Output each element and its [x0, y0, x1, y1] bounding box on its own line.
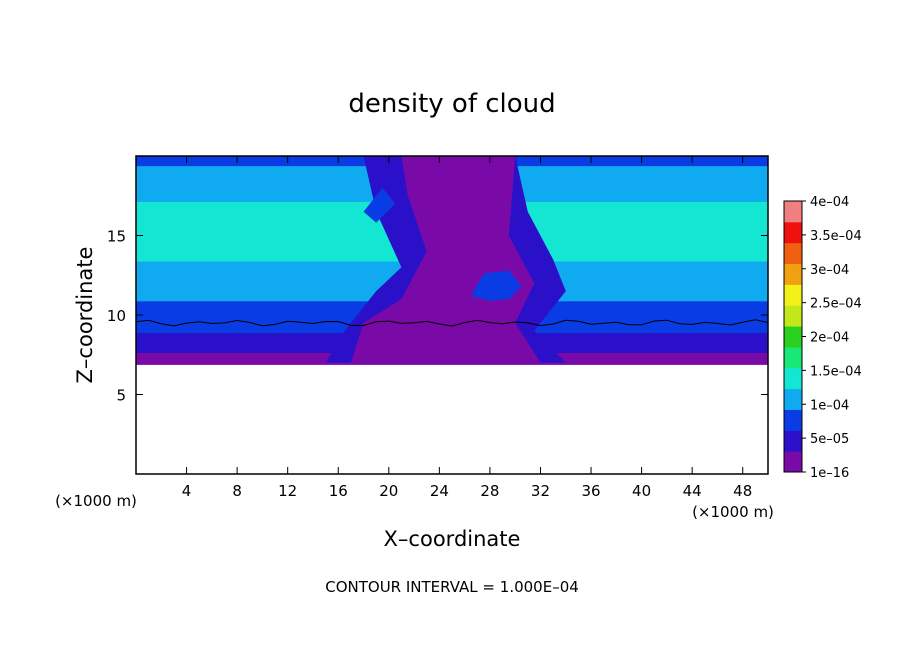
plot-area: [136, 156, 768, 365]
y-tick-label: 10: [107, 307, 126, 325]
colorbar-swatch: [784, 201, 802, 223]
y-axis: 5 10 15: [107, 228, 768, 405]
convective-column: [325, 156, 566, 363]
storm-eddy: [471, 270, 522, 301]
colorbar-label: 2e–04: [810, 331, 849, 346]
colorbar-label: 3.5e–04: [810, 229, 862, 244]
contour-line: [136, 319, 768, 327]
x-tick-label: 44: [683, 482, 702, 500]
colorbar-label: 1e–16: [810, 466, 849, 481]
x-tick-label: 32: [531, 482, 550, 500]
x-tick-label: 48: [733, 482, 752, 500]
x-tick-label: 24: [430, 482, 449, 500]
colorbar-label: 1.5e–04: [810, 364, 862, 379]
x-tick-label: 4: [182, 482, 192, 500]
y-tick-label: 5: [116, 387, 126, 405]
colorbar-swatch: [784, 242, 802, 265]
colorbar-swatch: [784, 388, 802, 410]
x-axis: 4 8 12 16 20 24 28 32 36 40 44 48: [182, 156, 752, 500]
y-tick-label: 15: [107, 228, 126, 246]
colorbar-swatch: [784, 409, 802, 431]
x-tick-label: 8: [232, 482, 242, 500]
x-tick-label: 40: [632, 482, 651, 500]
contour-interval-note: CONTOUR INTERVAL = 1.000E–04: [325, 578, 579, 596]
x-unit-label-left: (×1000 m): [55, 492, 137, 510]
colorbar: 1e–16 5e–05 1e–04 1.5e–04 2e–04 2.5e–04 3e–04 3…: [783, 195, 862, 481]
x-tick-label: 28: [480, 482, 499, 500]
x-tick-label: 16: [329, 482, 348, 500]
colorbar-swatch: [784, 367, 802, 390]
colorbar-label: 3e–04: [810, 263, 849, 278]
x-axis-label: X–coordinate: [384, 527, 521, 551]
colorbar-swatch: [784, 430, 802, 452]
colorbar-label: 2.5e–04: [810, 297, 862, 312]
y-axis-label: Z–coordinate: [73, 247, 97, 384]
colorbar-swatch: [784, 284, 802, 306]
colorbar-swatch: [784, 221, 802, 244]
x-tick-label: 20: [379, 482, 398, 500]
x-tick-label: 36: [581, 482, 600, 500]
colorbar-label: 5e–05: [810, 432, 849, 447]
colorbar-swatch: [784, 346, 802, 369]
colorbar-label: 1e–04: [810, 398, 849, 413]
colorbar-swatch: [784, 263, 802, 285]
chart-title: density of cloud: [348, 89, 555, 119]
colorbar-swatch: [784, 451, 802, 473]
colorbar-swatch: [784, 326, 802, 348]
colorbar-swatch: [784, 305, 802, 327]
x-tick-label: 12: [278, 482, 297, 500]
colorbar-label: 4e–04: [810, 195, 849, 210]
x-unit-label-right: (×1000 m): [692, 503, 774, 521]
storm-filament: [363, 187, 396, 223]
